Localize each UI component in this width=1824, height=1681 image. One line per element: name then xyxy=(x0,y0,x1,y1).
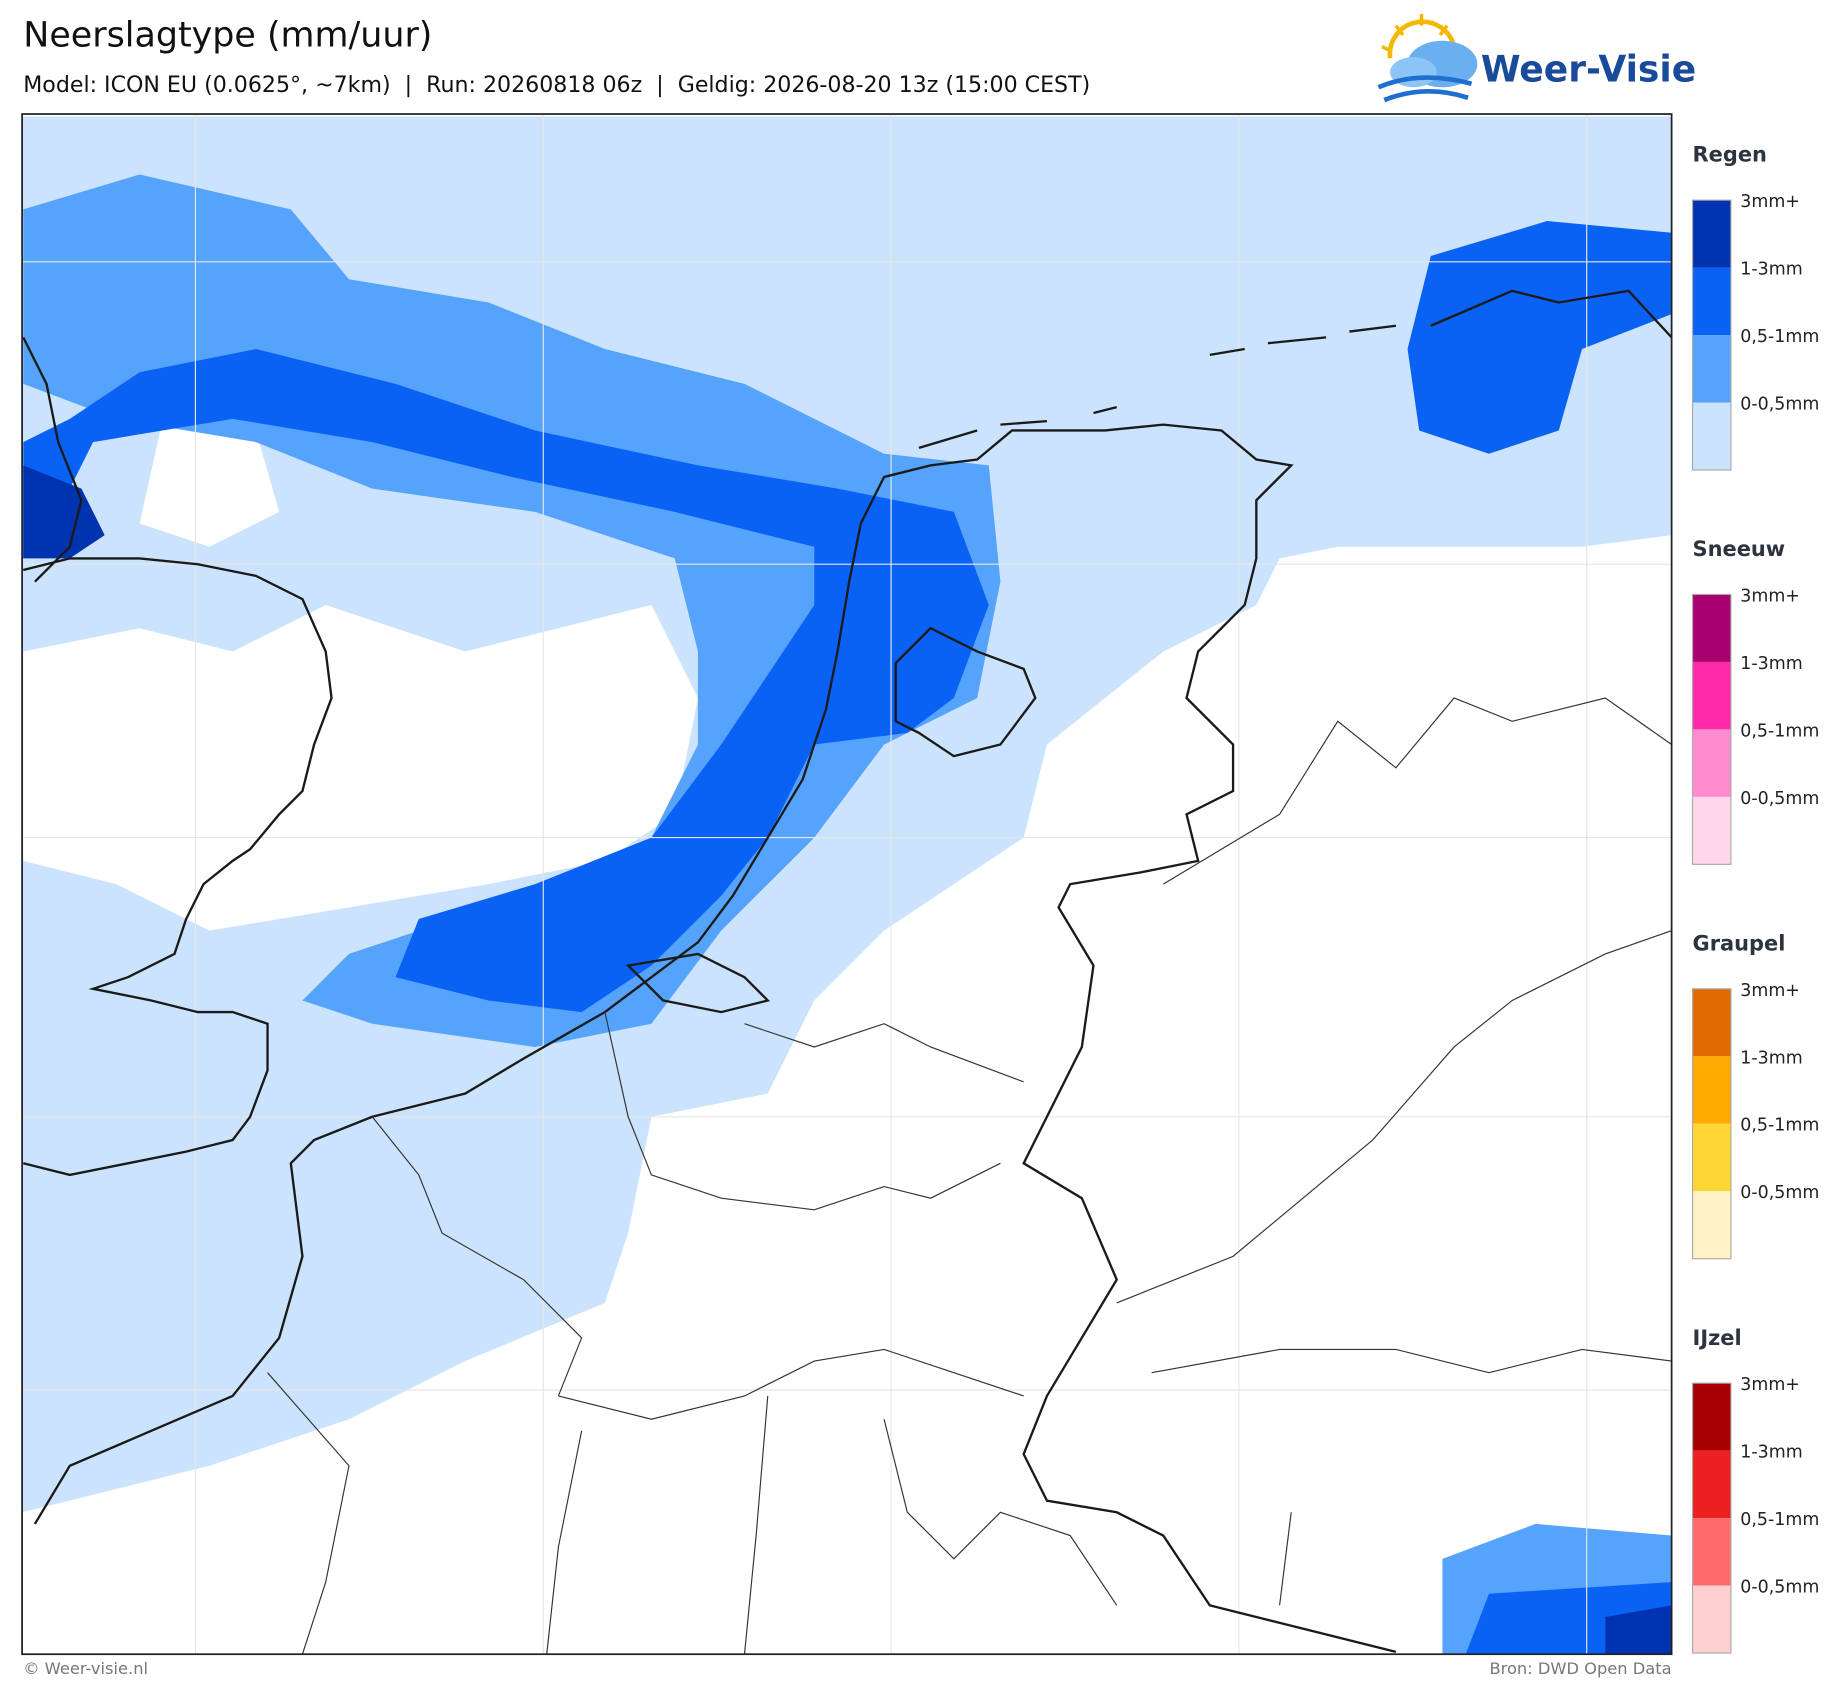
legend-swatch xyxy=(1692,661,1731,730)
legend-label: 0-0,5mm xyxy=(1740,1183,1819,1203)
copyright: © Weer-visie.nl xyxy=(23,1659,148,1678)
subtitle: Model: ICON EU (0.0625°, ~7km) | Run: 20… xyxy=(23,72,1090,98)
grid-lines xyxy=(22,114,1672,1655)
legend-frame xyxy=(1691,1382,1732,1654)
legend-title: Regen xyxy=(1693,143,1767,167)
source: Bron: DWD Open Data xyxy=(1489,1659,1671,1678)
legend-label: 1-3mm xyxy=(1740,1048,1802,1068)
legend-label: 0,5-1mm xyxy=(1740,1116,1819,1136)
legend-group: IJzel 3mm+ 1-3mm 0,5-1mm 0-0,5mm xyxy=(1691,1326,1819,1654)
legend-swatch xyxy=(1692,1518,1731,1586)
legend-swatch xyxy=(1692,200,1731,268)
logo-text: Weer-Visie xyxy=(1481,48,1696,90)
legend-swatch xyxy=(1692,729,1731,797)
legend-group: Regen 3mm+ 1-3mm 0,5-1mm 0-0,5mm xyxy=(1691,143,1819,471)
legend-swatch xyxy=(1692,1056,1731,1124)
legend-label: 0,5-1mm xyxy=(1740,327,1819,347)
legend-swatch xyxy=(1692,594,1731,662)
rain-heavy xyxy=(23,349,989,1013)
legend-label: 3mm+ xyxy=(1740,586,1800,606)
legend-label: 0-0,5mm xyxy=(1740,395,1819,415)
legend-swatch xyxy=(1692,1450,1731,1519)
legend-title: Sneeuw xyxy=(1693,537,1786,561)
legend-swatch xyxy=(1692,1585,1731,1654)
legend-label: 0,5-1mm xyxy=(1740,721,1819,741)
legend-swatch xyxy=(1692,1383,1731,1451)
logo: Weer-Visie xyxy=(1377,13,1696,103)
legend-group: Graupel 3mm+ 1-3mm 0,5-1mm 0-0,5mm xyxy=(1691,931,1819,1260)
legend-label: 0-0,5mm xyxy=(1740,789,1819,809)
legend-label: 0,5-1mm xyxy=(1740,1510,1819,1530)
legend-title: Graupel xyxy=(1693,931,1786,955)
map xyxy=(21,113,1673,1656)
legend-swatch xyxy=(1692,796,1731,865)
legend-label: 3mm+ xyxy=(1740,1375,1800,1395)
legend-swatch xyxy=(1692,335,1731,403)
legend-label: 1-3mm xyxy=(1740,260,1802,280)
legend-frame xyxy=(1691,593,1732,865)
legend-label: 1-3mm xyxy=(1740,654,1802,674)
legend-title: IJzel xyxy=(1693,1326,1742,1350)
title: Neerslagtype (mm/uur) xyxy=(23,16,432,56)
legend-label: 3mm+ xyxy=(1740,192,1800,212)
legend-swatch xyxy=(1692,1191,1731,1259)
legend-label: 3mm+ xyxy=(1740,981,1800,1001)
legend-swatch xyxy=(1692,402,1731,470)
legend-label: 1-3mm xyxy=(1740,1443,1802,1463)
legend: Regen 3mm+ 1-3mm 0,5-1mm 0-0,5mm Sneeuw 3mm+ 1-… xyxy=(1691,143,1819,1654)
legend-frame xyxy=(1691,988,1732,1260)
legend-label: 0-0,5mm xyxy=(1740,1578,1819,1598)
legend-frame xyxy=(1691,199,1732,471)
legend-swatch xyxy=(1692,988,1731,1057)
legend-swatch xyxy=(1692,267,1731,336)
dry-area xyxy=(23,604,698,931)
legend-swatch xyxy=(1692,1123,1731,1192)
legend-group: Sneeuw 3mm+ 1-3mm 0,5-1mm 0-0,5mm xyxy=(1691,537,1819,865)
